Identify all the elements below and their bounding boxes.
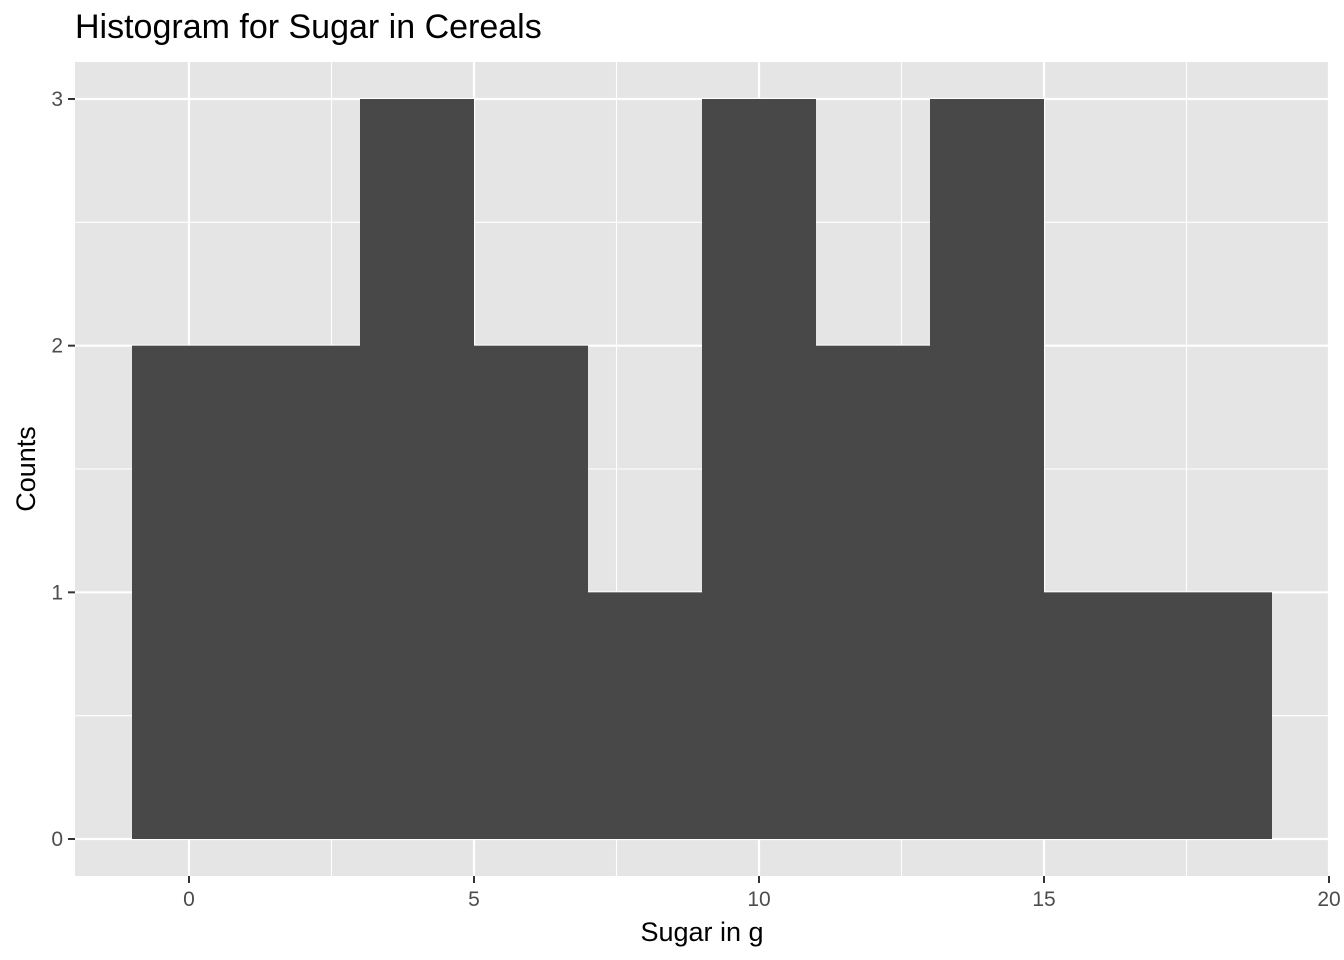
y-tick-label: 0 (51, 828, 63, 851)
histogram-bar (474, 345, 588, 839)
chart-title: Histogram for Sugar in Cereals (75, 8, 542, 46)
y-axis: 0 1 2 3 (51, 88, 75, 851)
histogram-bar (1158, 592, 1272, 839)
x-axis: 0 5 10 15 20 (183, 876, 1341, 911)
x-tick-label: 15 (1032, 888, 1055, 911)
x-axis-title: Sugar in g (640, 917, 763, 947)
histogram-bar (132, 345, 246, 839)
x-tick-label: 10 (747, 888, 770, 911)
histogram-bar (588, 592, 702, 839)
histogram-bars (132, 99, 1272, 839)
histogram-bar (702, 99, 816, 839)
y-tick-label: 2 (51, 335, 63, 358)
histogram-bar (360, 99, 474, 839)
histogram-bar (930, 99, 1044, 839)
y-axis-title: Counts (11, 426, 41, 512)
histogram-bar (246, 345, 360, 839)
x-tick-label: 5 (468, 888, 480, 911)
y-tick-label: 1 (51, 581, 63, 604)
x-tick-label: 0 (183, 888, 195, 911)
histogram-bar (1044, 592, 1158, 839)
x-tick-label: 20 (1317, 888, 1340, 911)
histogram-bar (816, 345, 930, 839)
y-tick-label: 3 (51, 88, 63, 111)
